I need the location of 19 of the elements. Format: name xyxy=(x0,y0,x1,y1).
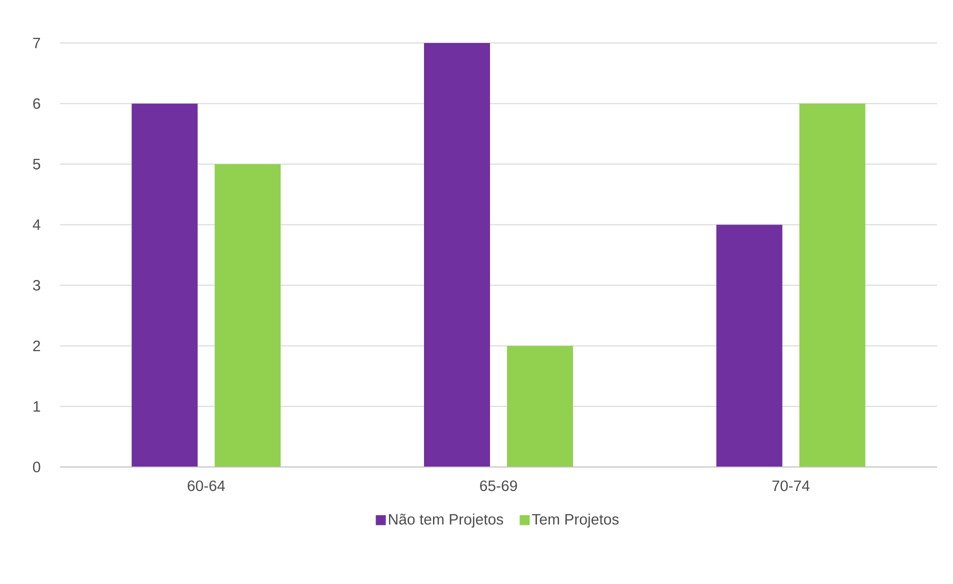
legend-label: Tem Projetos xyxy=(532,514,619,528)
bar xyxy=(132,104,198,467)
x-tick-label: 60-64 xyxy=(188,480,225,492)
bar xyxy=(214,164,281,467)
bar xyxy=(507,346,574,467)
x-tick-label: 70-74 xyxy=(772,480,810,492)
y-tick-label: 4 xyxy=(32,220,40,230)
y-tick-label: 7 xyxy=(33,38,40,48)
y-tick-label: 2 xyxy=(33,340,40,352)
y-tick-label: 6 xyxy=(33,98,40,109)
bar xyxy=(799,104,866,467)
y-tick-label: 5 xyxy=(33,158,40,170)
y-tick-label: 0 xyxy=(33,462,40,472)
y-tick-label: 3 xyxy=(33,280,40,291)
bar xyxy=(716,224,782,467)
legend-label: Não tem Projetos xyxy=(389,514,504,528)
y-tick-label: 1 xyxy=(34,401,40,412)
bar xyxy=(424,42,490,467)
x-tick-label: 65-69 xyxy=(480,480,517,492)
